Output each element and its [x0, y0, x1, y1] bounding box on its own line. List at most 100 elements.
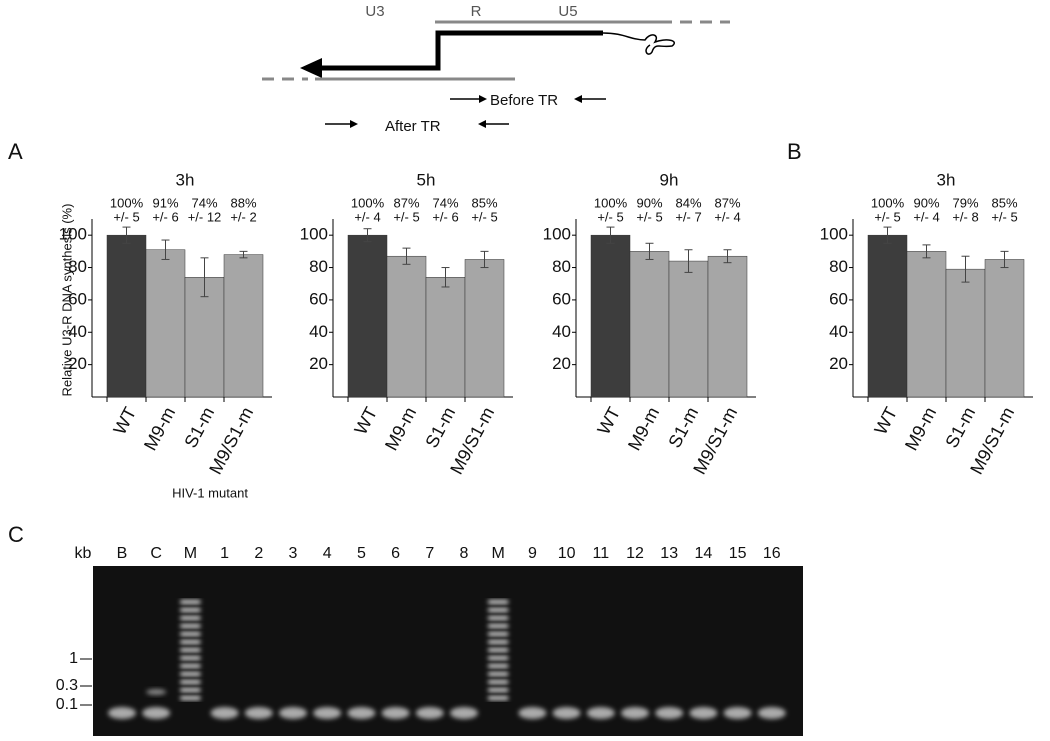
y-tick-label: 40: [68, 322, 87, 341]
y-tick-label: 20: [552, 354, 571, 373]
gel-band: [450, 707, 478, 719]
error-bar: [161, 239, 170, 260]
region-label: U5: [558, 3, 577, 20]
error-label: +/- 5: [393, 209, 419, 224]
gel-band: [142, 707, 171, 719]
x-tick-label: WT: [593, 404, 624, 438]
error-label: +/- 5: [113, 209, 139, 224]
value-label: 88%: [230, 195, 256, 210]
gel-band: [279, 707, 307, 719]
ladder-band: [180, 672, 201, 676]
arrowhead: [479, 95, 487, 103]
ladder-band: [180, 600, 201, 604]
ladder-band: [180, 608, 201, 612]
panel-label: A: [8, 139, 23, 164]
panel-label: C: [8, 522, 24, 547]
ladder-band: [180, 696, 201, 700]
error-bar: [606, 226, 615, 244]
ladder-band: [488, 624, 509, 628]
ladder-band: [488, 680, 509, 684]
lane-label: 2: [254, 545, 263, 562]
ladder-band: [488, 696, 509, 700]
y-tick-label: 80: [829, 257, 848, 276]
bar: [184, 277, 225, 398]
gel-band: [415, 707, 444, 719]
value-label: 87%: [393, 195, 419, 210]
x-tick-label: S1-m: [180, 404, 218, 451]
ladder-band: [180, 640, 201, 644]
ladder-band: [488, 672, 509, 676]
value-label: 74%: [432, 195, 458, 210]
size-marker: 1: [69, 650, 78, 667]
x-tick-label: WT: [350, 404, 381, 438]
bar: [464, 259, 505, 398]
lane-label: 8: [460, 545, 469, 562]
x-tick-label: M9-m: [901, 404, 940, 454]
y-axis-label: Relative U3-R DNA synthesis (%): [59, 204, 74, 397]
value-label: 100%: [594, 195, 628, 210]
arrowhead: [300, 58, 322, 78]
y-tick-label: 40: [552, 322, 571, 341]
gel-band: [586, 707, 615, 719]
error-bar: [723, 249, 732, 264]
error-bar: [480, 250, 489, 269]
ladder-band: [488, 608, 509, 612]
gel-band: [146, 689, 167, 695]
panel-label: B: [787, 139, 802, 164]
bar: [590, 234, 631, 398]
gel-band: [621, 707, 649, 719]
value-label: 84%: [675, 195, 701, 210]
x-tick-label: M9-m: [624, 404, 663, 454]
y-tick-label: 80: [68, 257, 87, 276]
ladder-band: [488, 640, 509, 644]
arrowhead: [574, 95, 582, 103]
x-tick-label: S1-m: [664, 404, 702, 451]
y-tick-label: 80: [552, 257, 571, 276]
error-bar: [922, 244, 931, 259]
lane-label: C: [150, 545, 162, 562]
error-bar: [684, 249, 693, 273]
lane-label: 7: [425, 545, 434, 562]
gel-band: [313, 707, 342, 719]
lane-label: 11: [592, 545, 609, 562]
y-tick-label: 80: [309, 257, 328, 276]
ladder-band: [488, 632, 509, 636]
y-tick-label: 100: [543, 225, 571, 244]
lane-label: 15: [729, 545, 747, 562]
ladder-band: [488, 600, 509, 604]
x-tick-label: WT: [870, 404, 901, 438]
error-label: +/- 4: [913, 209, 939, 224]
error-label: +/- 7: [675, 209, 701, 224]
x-tick-label: M9-m: [381, 404, 420, 454]
lane-label: M: [492, 545, 505, 562]
x-axis-label: HIV-1 mutant: [172, 485, 248, 500]
error-label: +/- 5: [991, 209, 1017, 224]
x-tick-label: WT: [109, 404, 140, 438]
bar: [386, 255, 427, 398]
y-tick-label: 100: [59, 225, 87, 244]
error-bar: [441, 267, 450, 288]
lane-label: 4: [323, 545, 332, 562]
lane-label: 6: [391, 545, 400, 562]
primer-label: After TR: [385, 118, 441, 135]
gel-image: [93, 566, 803, 736]
error-bar: [1000, 250, 1009, 269]
gel-band: [723, 707, 752, 719]
error-label: +/- 6: [432, 209, 458, 224]
error-bar: [883, 226, 892, 244]
y-tick-label: 100: [820, 225, 848, 244]
y-tick-label: 60: [552, 289, 571, 308]
ladder-band: [180, 656, 201, 660]
primer-label: Before TR: [490, 92, 558, 109]
lane-label: 10: [558, 545, 576, 562]
ladder-band: [180, 648, 201, 652]
gel-band: [757, 707, 786, 719]
error-label: +/- 4: [354, 209, 380, 224]
y-tick-label: 40: [829, 322, 848, 341]
lane-label: 13: [660, 545, 678, 562]
value-label: 100%: [351, 195, 385, 210]
ladder-band: [180, 688, 201, 692]
diagram: U3 R U5 Before TR After TR: [262, 3, 730, 135]
y-tick-label: 100: [300, 225, 328, 244]
